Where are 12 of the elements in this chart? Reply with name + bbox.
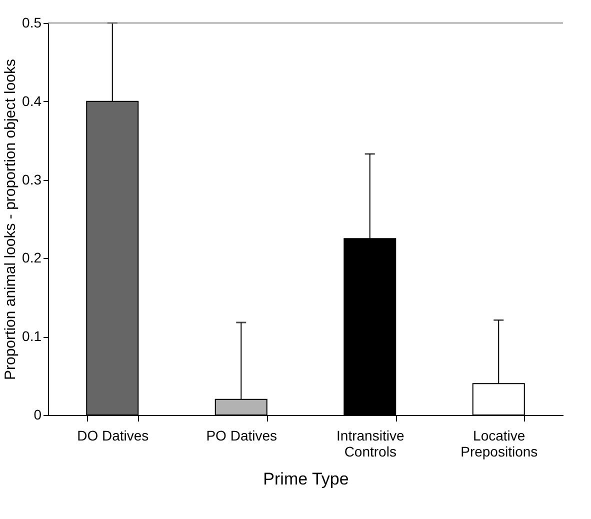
y-tick-label: 0 [34,406,42,422]
y-tick-label: 0.1 [22,328,42,344]
y-tick-label: 0.4 [22,92,42,109]
y-tick-label: 0.2 [22,250,42,266]
x-tick-label: PO Datives [206,428,278,444]
x-axis-title: Prime Type [263,470,349,488]
x-tick-label: Locative Prepositions [460,428,538,460]
x-tick-label: DO Datives [77,428,149,444]
x-tick-label: Intransitive Controls [336,428,404,460]
y-tick-label: 0.3 [22,171,42,188]
y-tick-label: 0.5 [22,14,42,30]
y-axis-title: Proportion animal looks - proportion object looks [2,59,20,380]
